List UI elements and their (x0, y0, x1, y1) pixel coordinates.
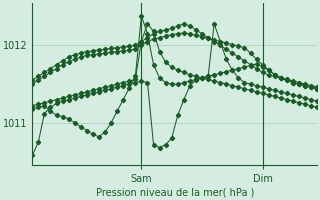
X-axis label: Pression niveau de la mer( hPa ): Pression niveau de la mer( hPa ) (96, 187, 254, 197)
